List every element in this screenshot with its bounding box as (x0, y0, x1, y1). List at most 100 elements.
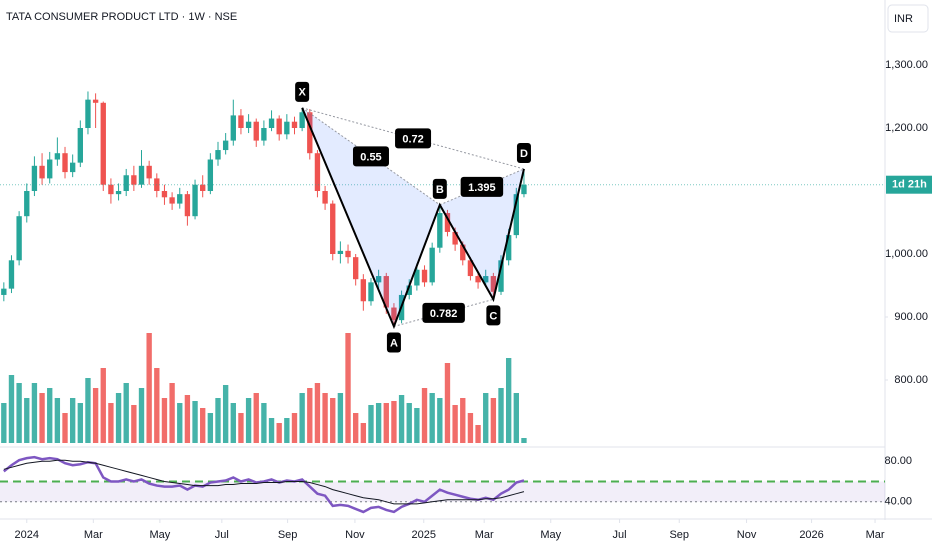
candle-body (253, 121, 259, 141)
candle-body (100, 102, 106, 185)
harmonic-pattern[interactable]: X A B C D 0.55 0.72 0.782 1.395 (295, 81, 531, 353)
pattern-point-label: D (520, 148, 528, 160)
volume-bar (47, 388, 53, 443)
pattern-point-label: X (298, 87, 306, 99)
candle-body (62, 153, 68, 173)
volume-bar (200, 408, 206, 443)
candle-body (375, 276, 382, 283)
volume-bar (108, 403, 114, 443)
volume-bar (406, 403, 412, 443)
pattern-point-box (486, 305, 501, 326)
candle-body (383, 276, 389, 308)
pattern-point-box (432, 178, 447, 199)
currency-box[interactable] (887, 4, 929, 33)
candle-body (322, 191, 328, 204)
candle-body (314, 153, 321, 191)
candle-body (16, 216, 22, 261)
pattern-ratio-box (422, 302, 465, 323)
x-tick-label: Jul (215, 529, 229, 541)
price-pane (0, 91, 885, 327)
volume-bar (146, 333, 152, 443)
candle-body (490, 276, 497, 292)
candle-body (200, 184, 206, 191)
volume-bar (230, 403, 236, 443)
pattern-ratio: 0.72 (402, 133, 423, 145)
candle-body (444, 213, 451, 232)
volume-bar (261, 403, 267, 443)
candle-body (169, 197, 175, 204)
volume-bar (322, 393, 328, 443)
y-tick-label: 1,200.00 (885, 122, 928, 134)
y-tick-label: 1,000.00 (885, 248, 928, 260)
volume-bar (490, 398, 497, 443)
x-tick-label: Sep (278, 529, 298, 541)
rsi-tick-label: 80.00 (884, 455, 912, 467)
candle-body (24, 191, 30, 217)
volume-bar (138, 388, 145, 443)
volume-bar (253, 393, 259, 443)
candle-body (268, 118, 275, 128)
volume-bar (414, 408, 420, 443)
candle-body (284, 121, 290, 135)
candle-body (421, 269, 428, 283)
volume-bar (291, 413, 298, 443)
candle-body (521, 184, 527, 195)
candle-body (345, 250, 351, 258)
candle-body (360, 279, 367, 302)
volume-bar (123, 383, 129, 443)
x-tick-label: Mar (84, 529, 103, 541)
x-tick-label: Nov (345, 529, 365, 541)
pattern-ratio: 0.55 (360, 151, 381, 163)
volume-bar (154, 368, 160, 443)
candle-body (161, 191, 168, 198)
volume-bar (169, 383, 175, 443)
candle-body (414, 269, 420, 286)
pattern-point-box (516, 142, 531, 163)
candle-body (47, 159, 53, 179)
candle-body (475, 276, 481, 283)
volume-bar (131, 405, 137, 443)
volume-bar (521, 438, 527, 443)
axes: 2024 Mar May Jul Sep Nov 2025 Mar May Jul Sep Nov 20… (15, 59, 932, 541)
candle-body (123, 175, 129, 191)
volume-bar (314, 383, 321, 443)
candle-body (299, 112, 305, 128)
pattern-fill (439, 168, 524, 300)
candle-body (184, 194, 191, 217)
volume-bar (368, 405, 374, 443)
candle-body (276, 118, 282, 135)
candle-body (230, 115, 236, 141)
volume-bar (276, 423, 282, 443)
rsi-tick-label: 40.00 (884, 496, 912, 508)
pattern-ratio-box (395, 128, 432, 149)
volume-bar (54, 398, 61, 443)
candle-body (391, 307, 397, 321)
x-tick-label: Mar (866, 529, 885, 541)
candle-body (238, 115, 244, 128)
volume-bar (245, 398, 252, 443)
volume-bar (307, 388, 313, 443)
countdown: 1d 21h (892, 179, 927, 191)
volume-bar (161, 398, 168, 443)
pattern-ratio-box (460, 176, 504, 197)
candle-body (207, 159, 214, 191)
volume-bar (1, 403, 7, 443)
pattern-point-label: B (436, 184, 444, 196)
volume-bar (353, 413, 359, 443)
candle-body (115, 191, 122, 195)
volume-bar (444, 363, 451, 443)
candle-body (307, 112, 313, 154)
volume-bar (498, 388, 504, 443)
x-tick-label: Jul (613, 529, 627, 541)
volume-bar (85, 378, 91, 443)
volume-bar (429, 393, 435, 443)
candle-body (85, 99, 91, 128)
candle-body (353, 257, 359, 280)
volume-bar (31, 383, 38, 443)
candle-body (222, 140, 229, 151)
pattern-point-label: A (390, 337, 398, 349)
volume-bar (115, 393, 122, 443)
pattern-fill (302, 107, 440, 327)
pattern-ratio: 1.395 (468, 182, 496, 194)
currency: INR (894, 13, 913, 25)
